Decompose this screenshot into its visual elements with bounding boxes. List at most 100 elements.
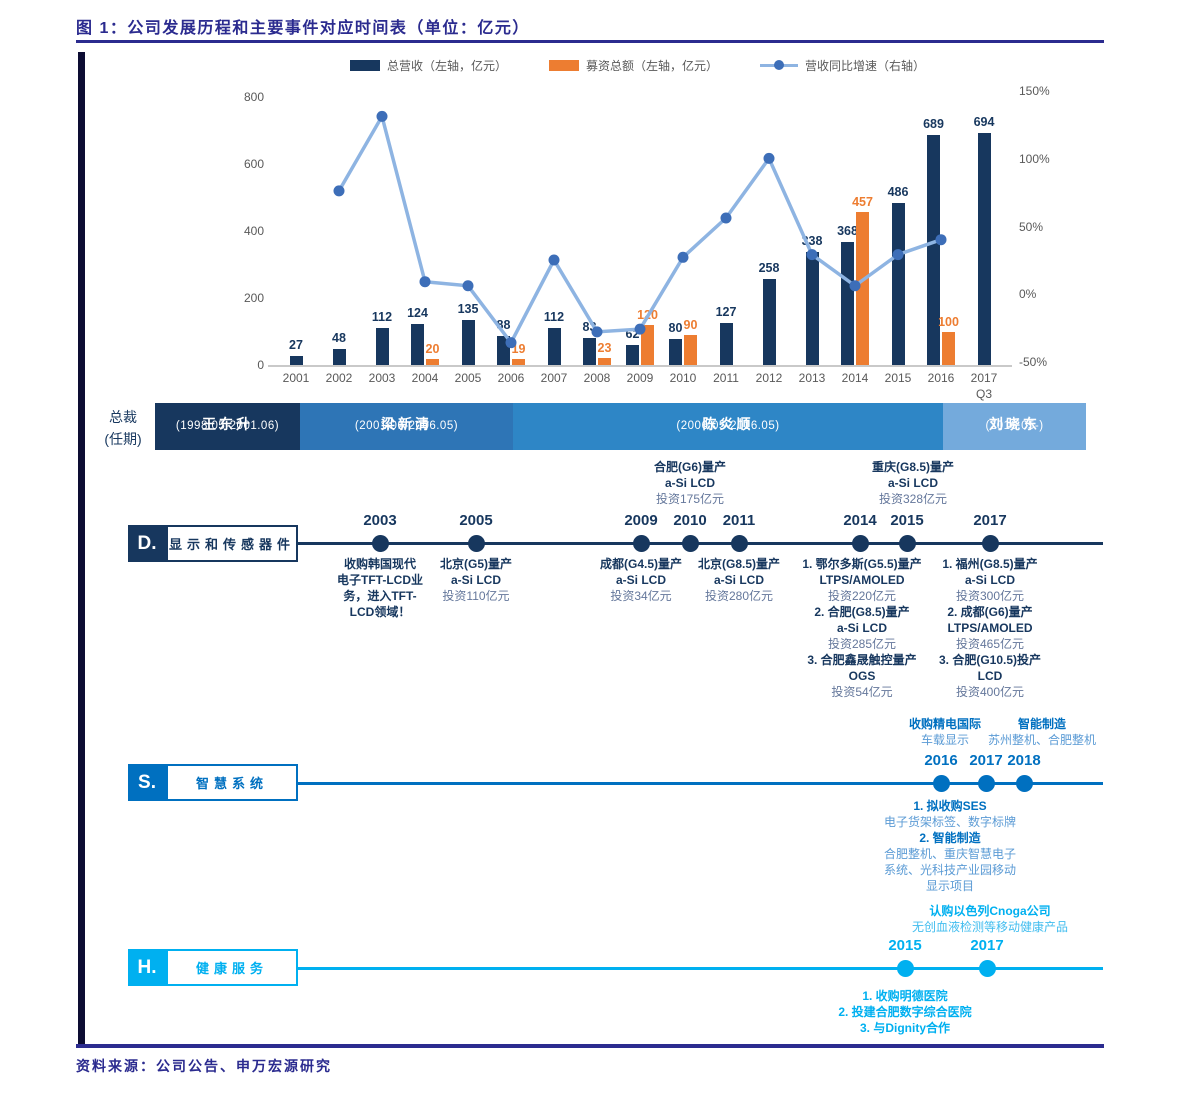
growth-marker [505,337,517,349]
growth-marker [935,234,947,246]
raise-value-label: 23 [597,340,612,355]
timeline-event: 1. 鄂尔多斯(G5.5)量产 LTPS/AMOLED 投资220亿元 2. 合肥(G… [784,556,940,700]
x-axis-note: Q3 [975,387,992,401]
timeline-event-line: 投资280亿元 [704,589,774,603]
timeline-event: 1. 拟收购SES 电子货架标签、数字标牌 2. 智能制造 合肥整机、重庆智慧电子 系统… [854,798,1046,894]
timeline-event-line: 合肥整机、重庆智慧电子 [883,847,1016,861]
timeline-event-line: a-Si LCD [836,621,887,635]
x-axis-year-label: 2010 [669,371,697,385]
left-axis-tick-label: 600 [243,156,264,171]
timeline-dot [730,534,748,552]
timeline-event: 成都(G4.5)量产 a-Si LCD 投资34亿元 [574,556,708,604]
legend-item-revenue: 总营收（左轴，亿元） [349,57,507,74]
revenue-value-label: 48 [332,331,346,346]
timeline-event-line: 投资54亿元 [831,685,893,699]
timeline-event: 重庆(G8.5)量产 a-Si LCD 投资328亿元 [838,459,988,507]
raise-bar [598,357,611,366]
timeline-event-line: 投资220亿元 [827,589,897,603]
raise-bar [856,212,869,366]
x-axis-year-label: 2013 [798,371,826,385]
revenue-bar [977,133,991,366]
timeline-event-line: 显示项目 [925,879,974,893]
president-term: 王东升 (1998.05-2001.06) [155,403,300,450]
timeline-dot [932,774,950,792]
x-axis-year-label: 2009 [626,371,654,385]
timeline-axis-line [298,966,1103,970]
raise-value-label: 90 [683,318,698,333]
timeline-event: 北京(G8.5)量产 a-Si LCD 投资280亿元 [672,556,806,604]
x-axis-year-label: 2016 [927,371,955,385]
raise-value-label: 457 [852,195,873,210]
x-axis-year-label: 2002 [325,371,353,385]
president-term: 刘晓东 (2016.05-) [943,403,1086,450]
timeline-event-line: 投资465亿元 [955,637,1025,651]
raise-value-label: 100 [938,315,959,329]
x-axis-year-label: 2006 [497,371,525,385]
revenue-bar [719,322,733,366]
timeline-event-line: 3. 合肥鑫晟触控量产 [807,653,917,667]
revenue-value-label: 112 [543,309,565,324]
revenue-bar [289,356,303,366]
legend-item-growth: 营收同比增速（右轴） [760,57,925,74]
growth-marker [333,185,345,197]
x-axis-year-label: 2011 [713,371,739,385]
timeline-dot [977,774,995,792]
legend-label-growth: 营收同比增速（右轴） [805,59,926,73]
growth-marker [892,249,904,261]
revenue-bar [332,349,346,366]
timeline-year-label: 2016 [924,752,958,769]
growth-marker [634,323,646,335]
growth-marker [763,152,775,164]
timeline-event-line: 1. 拟收购SES [913,799,987,813]
timeline-event-line: a-Si LCD [615,573,666,587]
timeline-event-line: OGS [848,669,876,683]
timeline-dot [898,534,916,552]
timeline-event-line: a-Si LCD [713,573,764,587]
raise-bar [641,325,654,366]
timeline-event-line: LTPS/AMOLED [819,573,905,587]
timeline-dot [1015,774,1033,792]
timeline-event: 智能制造 苏州整机、合肥整机 [967,716,1117,748]
timeline-year-label: 2010 [673,512,707,529]
revenue-bar [411,323,424,366]
timeline-dot [632,534,650,552]
revenue-swatch-icon [349,60,380,71]
revenue-value-label: 368 [837,224,858,239]
timeline-category-box: 健康服务 [166,949,298,986]
revenue-bar [583,337,596,366]
timeline-event-line: 收购精电国际 [908,717,981,731]
timeline-year-label: 2015 [888,937,922,954]
growth-marker [849,280,861,292]
x-axis-year-label: 2012 [755,371,783,385]
timeline-event-line: 系统、光科技产业园移动 [883,863,1016,877]
revenue-value-label: 127 [715,304,737,319]
figure-left-border [78,52,85,1046]
left-axis-tick-label: 800 [243,89,264,104]
timeline-event-line: 苏州整机、合肥整机 [987,733,1096,747]
timeline-dot [681,534,699,552]
president-dates: (2006.05-2016.05) [676,419,780,432]
timeline-event-line: 北京(G8.5)量产 [697,557,780,571]
revenue-bar [762,279,776,366]
revenue-bar [375,327,389,366]
footer-rule [76,1044,1104,1048]
revenue-value-label: 694 [973,115,995,129]
growth-marker [591,326,603,338]
president-term: 梁新清 (2001.06-2006.05) [300,403,513,450]
raise-value-label: 20 [425,341,440,356]
timeline-year-label: 2015 [890,512,924,529]
timeline-event: 收购韩国现代 电子TFT-LCD业 务，进入TFT- LCD领域！ [321,556,439,620]
growth-marker [376,110,388,122]
president-dates: (2016.05-) [985,419,1044,432]
timeline-event-line: 车载显示 [920,733,969,747]
timeline-year-label: 2005 [459,512,493,529]
growth-marker [419,276,431,288]
timeline-event-line: 务，进入TFT- [343,589,417,603]
timeline-event-line: LCD [977,669,1003,683]
timeline-event-line: a-Si LCD [664,476,715,490]
timeline-event-line: 1. 收购明德医院 [862,989,948,1003]
timeline-event-line: 合肥(G6)量产 [653,460,726,474]
timeline-dot [851,534,869,552]
raise-bar [426,358,439,366]
